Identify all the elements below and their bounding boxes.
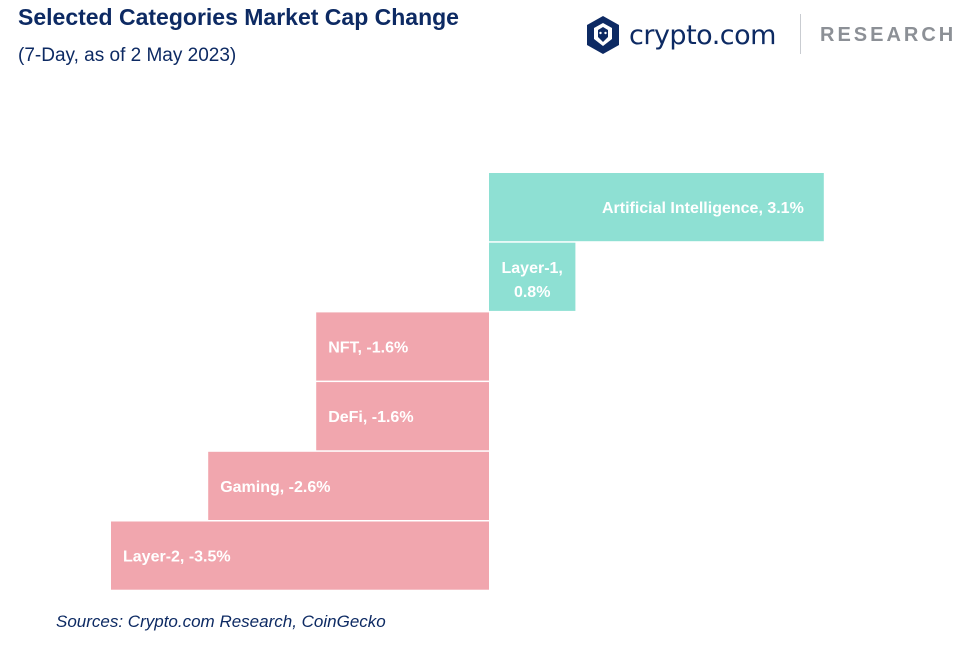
bar-defi [316, 382, 489, 451]
brand-division: RESEARCH [820, 24, 957, 46]
bar-layer-1 [489, 242, 576, 311]
crypto-com-lion-shield-icon [587, 16, 619, 54]
bar-label: NFT, -1.6% [328, 340, 408, 357]
chart-source: Sources: Crypto.com Research, CoinGecko [56, 612, 386, 631]
bar-artificial-intelligence [489, 173, 824, 242]
bar-nft [316, 312, 489, 381]
bar-label: Layer-1, 0.8% [502, 260, 563, 301]
bar-label: DeFi, -1.6% [328, 409, 413, 426]
logo-divider [800, 14, 801, 54]
bar-label-line: Layer-1, [502, 260, 563, 277]
bar-label: Gaming, -2.6% [220, 479, 330, 496]
bar-label: Artificial Intelligence, 3.1% [602, 200, 804, 217]
chart-title: Selected Categories Market Cap Change [18, 4, 459, 30]
bar-gaming [208, 451, 489, 520]
brand-name: crypto.com [629, 19, 776, 51]
bar-layer-2 [111, 521, 489, 590]
bar-label: Layer-2, -3.5% [123, 549, 231, 566]
chart-subtitle: (7-Day, as of 2 May 2023) [18, 45, 237, 66]
bar-label-line: 0.8% [514, 284, 550, 301]
brand-logo: crypto.com [585, 13, 776, 57]
